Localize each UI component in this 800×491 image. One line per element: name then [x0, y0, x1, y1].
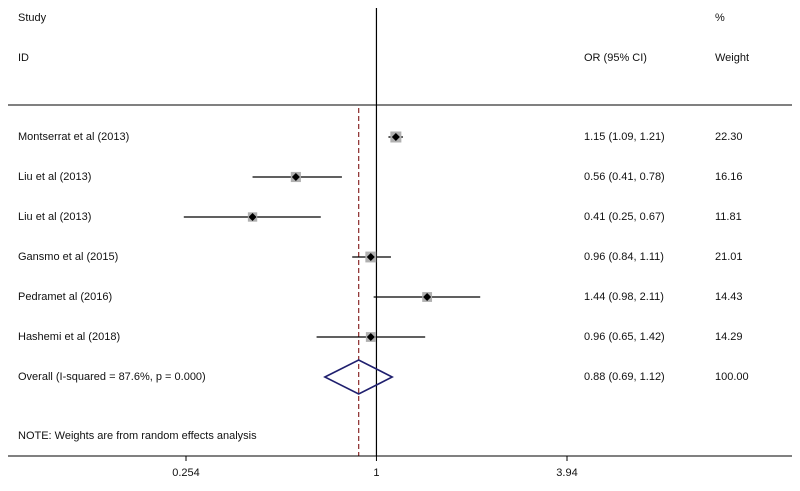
point-estimate	[366, 333, 375, 341]
overall-weight: 100.00	[715, 371, 749, 383]
study-name: Pedramet al (2016)	[18, 291, 113, 303]
point-estimate	[423, 293, 432, 301]
study-or-ci: 0.96 (0.84, 1.11)	[584, 251, 664, 263]
point-estimate	[248, 213, 257, 221]
point-estimate	[291, 173, 300, 181]
study-weight: 14.43	[715, 291, 743, 303]
study-name: Montserrat et al (2013)	[18, 131, 130, 143]
header-or-ci: OR (95% CI)	[584, 52, 647, 64]
study-or-ci: 0.96 (0.65, 1.42)	[584, 331, 665, 343]
point-estimate	[391, 133, 400, 141]
point-estimate	[366, 253, 375, 261]
study-weight: 22.30	[715, 131, 743, 143]
study-or-ci: 0.56 (0.41, 0.78)	[584, 171, 665, 183]
footnote: NOTE: Weights are from random effects an…	[18, 430, 257, 442]
study-weight: 21.01	[715, 251, 743, 263]
overall-label: Overall (I-squared = 87.6%, p = 0.000)	[18, 371, 206, 383]
overall-or-ci: 0.88 (0.69, 1.12)	[584, 371, 665, 383]
study-or-ci: 1.15 (1.09, 1.21)	[584, 131, 665, 143]
header-study: Study	[18, 12, 47, 24]
study-name: Liu et al (2013)	[18, 211, 92, 223]
overall-diamond	[323, 359, 394, 395]
study-weight: 14.29	[715, 331, 743, 343]
header-percent: %	[715, 12, 725, 24]
study-name: Liu et al (2013)	[18, 171, 92, 183]
x-tick-label-1: 1	[373, 467, 379, 479]
study-or-ci: 1.44 (0.98, 2.11)	[584, 291, 664, 303]
header-weight: Weight	[715, 52, 750, 64]
study-name: Gansmo et al (2015)	[18, 251, 119, 263]
study-name: Hashemi et al (2018)	[18, 331, 121, 343]
study-or-ci: 0.41 (0.25, 0.67)	[584, 211, 665, 223]
x-tick-label-0: 0.254	[172, 467, 200, 479]
header-id: ID	[18, 52, 29, 64]
study-weight: 16.16	[715, 171, 743, 183]
study-weight: 11.81	[715, 211, 742, 223]
x-tick-label-2: 3.94	[556, 467, 577, 479]
